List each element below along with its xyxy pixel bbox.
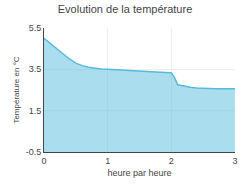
svg-text:0: 0 <box>41 156 46 166</box>
svg-text:5.5: 5.5 <box>29 23 42 33</box>
svg-text:1.5: 1.5 <box>29 106 42 116</box>
svg-text:2: 2 <box>169 156 174 166</box>
svg-text:Evolution de la température: Evolution de la température <box>58 3 193 15</box>
svg-text:3: 3 <box>232 156 237 166</box>
svg-text:3.5: 3.5 <box>29 64 42 74</box>
svg-text:1: 1 <box>105 156 110 166</box>
svg-text:-0.5: -0.5 <box>26 147 42 157</box>
svg-text:heure par heure: heure par heure <box>107 168 171 178</box>
svg-text:Température en °C: Température en °C <box>12 56 21 123</box>
